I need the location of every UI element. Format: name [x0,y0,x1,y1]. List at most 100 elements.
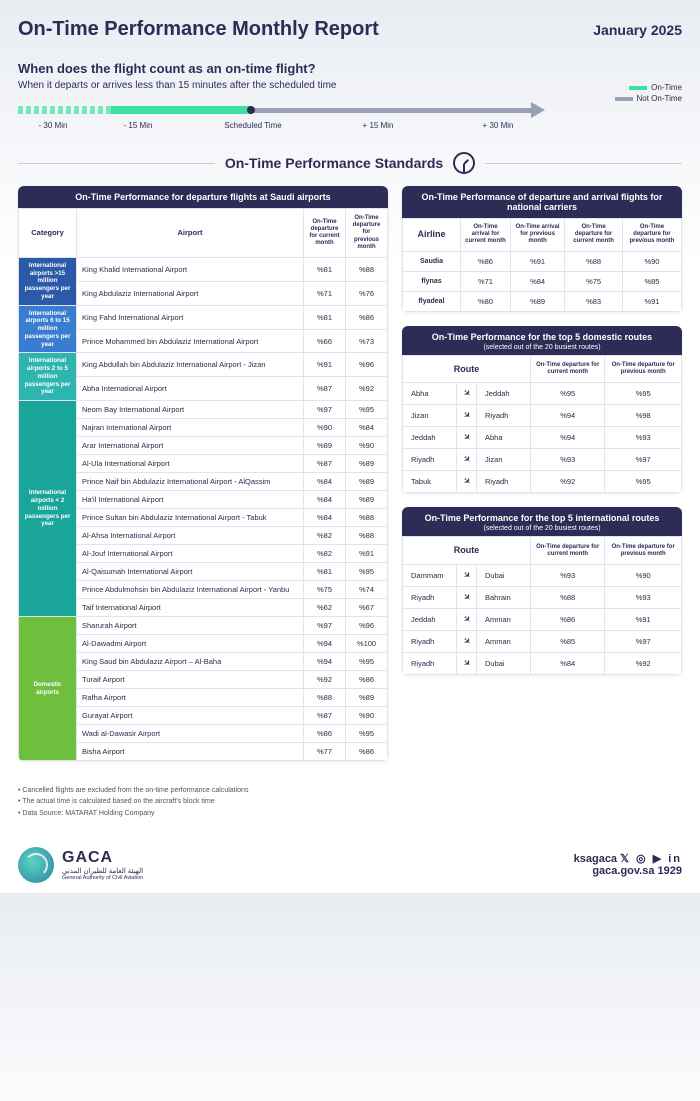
route-from: Riyadh [403,449,457,471]
col-cur: On-Time departure for current month [304,209,346,258]
route-from: Jeddah [403,609,457,631]
value-cell: %97 [605,631,682,653]
value-previous: %96 [346,353,388,377]
value-previous: %96 [346,617,388,635]
value-cell: %84 [531,653,605,675]
value-cell: %86 [531,609,605,631]
report-title: On-Time Performance Monthly Report [18,18,379,41]
airports-card-title: On-Time Performance for departure flight… [18,186,388,208]
value-previous: %89 [346,473,388,491]
logo-mark-icon [18,847,54,883]
route-from: Jizan [403,405,457,427]
plane-icon: ✈ [457,427,477,449]
route-to: Amman [477,631,531,653]
section-divider: On-Time Performance Standards [18,152,682,174]
intl-routes-card: On-Time Performance for the top 5 intern… [402,507,682,675]
col-prev: On-Time departure for previous month [346,209,388,258]
plane-icon: ✈ [457,565,477,587]
airport-name: Al-Ula International Airport [77,455,304,473]
col-route: Route [403,537,531,565]
value-previous: %89 [346,491,388,509]
value-previous: %92 [346,377,388,401]
airport-name: Turaif Airport [77,671,304,689]
value-cell: %91 [622,291,681,311]
value-cell: %85 [531,631,605,653]
domestic-routes-subtitle: (selected out of the 20 busiest routes) [402,344,682,355]
airport-name: Al-Qaisumah International Airport [77,563,304,581]
value-cell: %88 [565,251,623,271]
route-to: Dubai [477,565,531,587]
value-cell: %92 [531,471,605,493]
category-cell: International airports >15 million passe… [19,257,77,305]
value-previous: %88 [346,257,388,281]
tl-label: + 15 Min [318,121,438,130]
value-current: %94 [304,635,346,653]
route-to: Jeddah [477,383,531,405]
value-current: %87 [304,455,346,473]
value-cell: %95 [605,471,682,493]
tl-label: - 30 Min [18,121,88,130]
value-current: %94 [304,653,346,671]
domestic-routes-table: Route On-Time departure for current mont… [402,355,682,494]
org-logo: GACA الهيئة العامة للطيران المدني Genera… [18,847,143,883]
footnote: • Data Source: MATARAT Holding Company [18,808,682,819]
intro-block: When does the flight count as an on-time… [18,61,682,130]
scheduled-time-dot [247,106,255,114]
value-previous: %89 [346,689,388,707]
value-current: %97 [304,401,346,419]
value-previous: %95 [346,563,388,581]
airport-name: Neom Bay International Airport [77,401,304,419]
value-current: %97 [304,617,346,635]
plane-icon: ✈ [457,383,477,405]
clock-icon [453,152,475,174]
airline-name: flynas [403,271,461,291]
plane-icon: ✈ [457,587,477,609]
airport-name: Abha International Airport [77,377,304,401]
carriers-card: On-Time Performance of departure and arr… [402,186,682,312]
airport-name: Al-Jouf International Airport [77,545,304,563]
value-cell: %80 [461,291,511,311]
value-cell: %90 [605,565,682,587]
social-handle: ksagaca [574,853,617,865]
airport-name: Najran International Airport [77,419,304,437]
value-cell: %88 [531,587,605,609]
route-to: Bahrain [477,587,531,609]
org-abbr: GACA [62,849,143,867]
intro-answer: When it departs or arrives less than 15 … [18,80,682,91]
col-head: On-Time departure for previous month [605,355,682,383]
table-row: Riyadh✈Jizan%93%97 [403,449,682,471]
value-current: %71 [304,281,346,305]
table-row: flynas%71%84%75%85 [403,271,682,291]
col-head: On-Time departure for current month [531,537,605,565]
value-cell: %91 [605,609,682,631]
value-current: %88 [304,689,346,707]
value-cell: %93 [531,565,605,587]
timeline-bar [18,105,578,115]
table-row: Jeddah✈Amman%86%91 [403,609,682,631]
value-previous: %67 [346,599,388,617]
airport-name: King Fahd International Airport [77,305,304,329]
table-row: flyadeal%80%89%83%91 [403,291,682,311]
airport-name: Al-Ahsa International Airport [77,527,304,545]
table-row: Riyadh✈Dubai%84%92 [403,653,682,675]
tl-label: Scheduled Time [188,121,318,130]
intl-routes-subtitle: (selected out of the 20 busiest routes) [402,525,682,536]
carriers-table: Airline On-Time arrival for current mont… [402,218,682,312]
tl-label: - 15 Min [88,121,188,130]
value-previous: %89 [346,455,388,473]
table-row: International airports 6 to 15 million p… [19,305,388,329]
value-current: %87 [304,707,346,725]
airport-name: Wadi al-Dawasir Airport [77,725,304,743]
section-title: On-Time Performance Standards [225,155,443,171]
value-cell: %98 [605,405,682,427]
timeline-legend: On-Time Not On-Time [615,83,683,105]
value-cell: %90 [622,251,681,271]
carriers-card-title: On-Time Performance of departure and arr… [402,186,682,218]
col-head: On-Time departure for previous month [605,537,682,565]
airport-name: King Saud bin Abdulaziz Airport – Al-Bah… [77,653,304,671]
value-current: %84 [304,491,346,509]
airport-name: Sharurah Airport [77,617,304,635]
plane-icon: ✈ [457,653,477,675]
domestic-routes-card: On-Time Performance for the top 5 domest… [402,326,682,494]
airport-name: King Abdulaziz International Airport [77,281,304,305]
